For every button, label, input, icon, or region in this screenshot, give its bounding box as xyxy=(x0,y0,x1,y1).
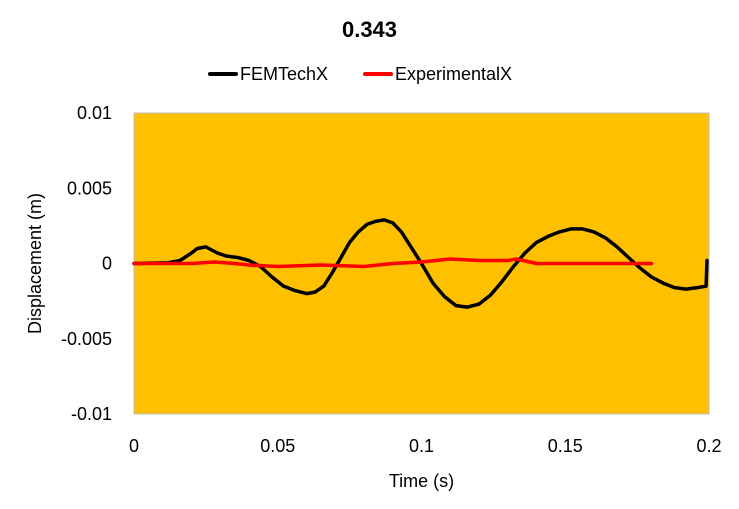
y-axis-label: Displacement (m) xyxy=(25,193,45,334)
x-tick-label: 0 xyxy=(129,436,139,456)
x-tick-label: 0.1 xyxy=(409,436,434,456)
x-axis-label: Time (s) xyxy=(389,471,454,491)
legend: FEMTechX ExperimentalX xyxy=(208,64,512,84)
series-layer xyxy=(132,218,709,309)
legend-label-experimentalx: ExperimentalX xyxy=(395,64,512,84)
x-tick-label: 0.15 xyxy=(548,436,583,456)
legend-label-femtechx: FEMTechX xyxy=(240,64,328,84)
y-tick-label: -0.01 xyxy=(71,404,112,424)
series-line-experimentalx xyxy=(132,257,654,269)
chart-title: 0.343 xyxy=(342,17,397,42)
series-line-femtechx xyxy=(132,218,709,309)
y-axis-tick-labels: 0.01 0.005 0 -0.005 -0.01 xyxy=(61,103,112,424)
y-tick-label: 0.005 xyxy=(67,178,112,198)
x-tick-label: 0.05 xyxy=(260,436,295,456)
y-tick-label: -0.005 xyxy=(61,329,112,349)
y-tick-label: 0.01 xyxy=(77,103,112,123)
x-axis-tick-labels: 0 0.05 0.1 0.15 0.2 xyxy=(129,436,722,456)
y-tick-label: 0 xyxy=(102,254,112,274)
x-tick-label: 0.2 xyxy=(696,436,721,456)
